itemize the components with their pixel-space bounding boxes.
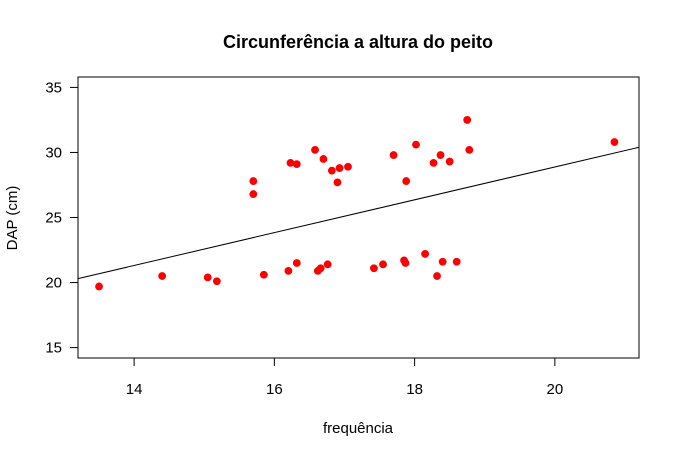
y-tick-label: 25 [45, 210, 62, 227]
data-point [344, 162, 352, 171]
data-point [421, 250, 430, 258]
data-point [610, 138, 619, 146]
y-tick-label: 35 [45, 79, 62, 96]
data-point [438, 257, 447, 266]
data-point [429, 158, 438, 167]
data-point [412, 140, 420, 149]
data-point [436, 151, 445, 159]
x-axis: 14 16 18 20 [126, 358, 563, 398]
x-tick-label: 18 [406, 381, 423, 398]
data-point [292, 259, 301, 267]
data-point [316, 264, 325, 273]
x-tick-label: 14 [126, 381, 143, 398]
data-point [286, 158, 295, 167]
x-axis-label: frequência [323, 420, 394, 437]
y-axis-label: DAP (cm) [4, 186, 21, 251]
data-point [95, 282, 103, 291]
data-point [333, 178, 342, 187]
x-tick-label: 20 [547, 381, 564, 398]
data-point [445, 157, 454, 166]
data-point [203, 273, 212, 282]
data-point [327, 166, 336, 175]
plot-frame [77, 76, 640, 359]
x-tick-label: 16 [266, 381, 283, 398]
trendline [77, 146, 640, 280]
data-point [284, 266, 293, 275]
data-point [379, 260, 387, 269]
data-point [311, 145, 319, 154]
data-point [452, 257, 461, 266]
data-point [323, 260, 332, 269]
data-point [319, 155, 328, 163]
y-tick-label: 20 [45, 275, 62, 292]
data-point [402, 177, 411, 185]
data-point [465, 145, 474, 154]
data-point [335, 164, 344, 172]
data-point [249, 177, 258, 185]
y-axis: 15 20 25 30 35 [45, 79, 78, 357]
chart-title: Circunferência a altura do peito [223, 32, 493, 52]
y-tick-label: 30 [45, 144, 62, 161]
data-point [370, 264, 378, 273]
data-point [158, 272, 167, 280]
points-layer [95, 116, 619, 291]
data-point [433, 272, 441, 280]
data-point [401, 259, 410, 267]
y-tick-label: 15 [45, 340, 62, 357]
trendline-layer [77, 146, 640, 280]
data-point [389, 151, 398, 159]
data-point [259, 270, 268, 279]
data-point [249, 190, 258, 198]
data-point [463, 116, 472, 124]
data-point [212, 277, 221, 286]
data-point [292, 160, 301, 169]
